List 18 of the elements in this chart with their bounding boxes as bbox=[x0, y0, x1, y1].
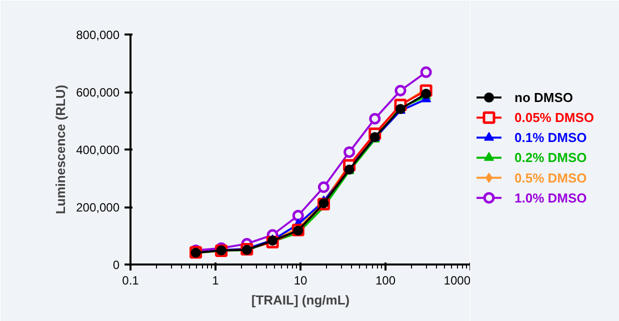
y-tick-label: 400,000 bbox=[76, 143, 120, 157]
legend-label: 0.1% DMSO bbox=[514, 130, 587, 146]
y-tick-label: 0 bbox=[112, 258, 120, 272]
x-tick-label: 100 bbox=[375, 274, 396, 288]
legend-label: 0.5% DMSO bbox=[514, 170, 587, 186]
legend-label: 1.0% DMSO bbox=[514, 190, 587, 206]
y-tick-label: 800,000 bbox=[76, 28, 120, 42]
x-tick-label: 1 bbox=[212, 274, 220, 288]
x-tick-label: 0.1 bbox=[122, 274, 140, 288]
x-tick-label: 1000 bbox=[444, 274, 471, 288]
legend-label: 0.05% DMSO bbox=[514, 110, 594, 126]
x-axis-title: [TRAIL] (ng/mL) bbox=[251, 292, 350, 308]
legend-label: no DMSO bbox=[514, 90, 573, 106]
y-tick-label: 600,000 bbox=[76, 86, 120, 100]
y-axis-title: Luminescence (RLU) bbox=[53, 84, 68, 214]
y-tick-label: 200,000 bbox=[76, 200, 120, 214]
legend-label: 0.2% DMSO bbox=[514, 150, 587, 166]
x-tick-label: 10 bbox=[294, 274, 308, 288]
